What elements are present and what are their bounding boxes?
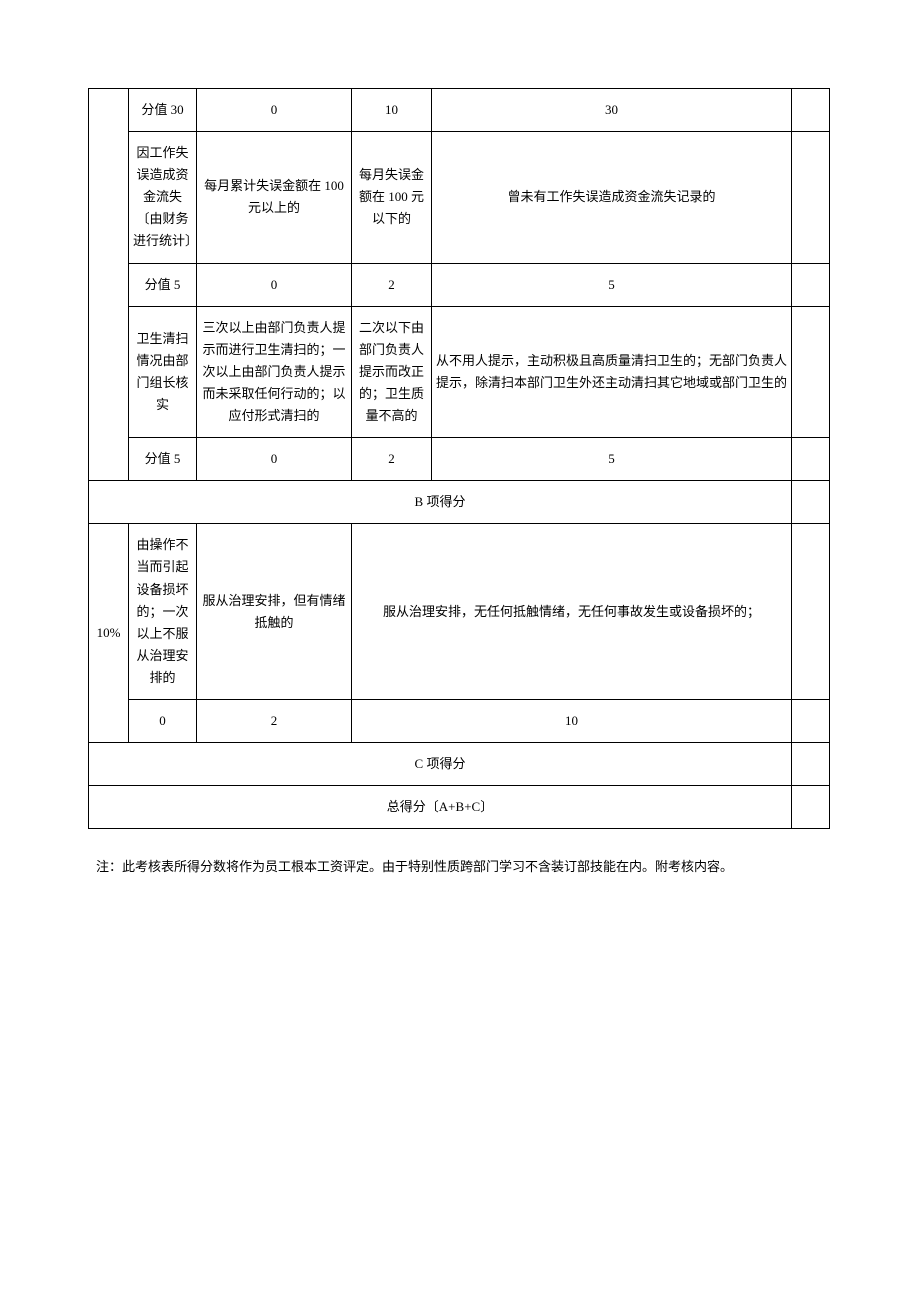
score-cell	[792, 438, 830, 481]
level1-cell: 0	[197, 438, 352, 481]
section-b-score-row: B 项得分	[89, 481, 830, 524]
level3-cell: 服从治理安排，无任何抵触情绪，无任何事故发生或设备损坏的；	[352, 524, 792, 700]
percent-cell: 10%	[89, 524, 129, 743]
level1-cell: 每月累计失误金额在 100 元以上的	[197, 132, 352, 263]
total-score-row: 总得分〔A+B+C〕	[89, 786, 830, 829]
desc-cell: 卫生清扫情况由部门组长核实	[129, 306, 197, 437]
score-cell	[792, 89, 830, 132]
assessment-table: 分值 30 0 10 30 因工作失误造成资金流失〔由财务进行统计〕 每月累计失…	[88, 88, 830, 829]
table-row: 因工作失误造成资金流失〔由财务进行统计〕 每月累计失误金额在 100 元以上的 …	[89, 132, 830, 263]
percent-cell	[89, 89, 129, 481]
section-label: C 项得分	[89, 743, 792, 786]
level3-cell: 5	[432, 438, 792, 481]
desc-cell: 0	[129, 699, 197, 742]
score-cell	[792, 132, 830, 263]
level2-cell: 每月失误金额在 100 元以下的	[352, 132, 432, 263]
desc-cell: 因工作失误造成资金流失〔由财务进行统计〕	[129, 132, 197, 263]
section-c-score-row: C 项得分	[89, 743, 830, 786]
table-row: 卫生清扫情况由部门组长核实 三次以上由部门负责人提示而进行卫生清扫的；一次以上由…	[89, 306, 830, 437]
table-row: 分值 5 0 2 5	[89, 263, 830, 306]
section-label: B 项得分	[89, 481, 792, 524]
score-cell	[792, 481, 830, 524]
level3-cell: 5	[432, 263, 792, 306]
score-cell	[792, 786, 830, 829]
score-cell	[792, 263, 830, 306]
level2-cell: 2	[352, 438, 432, 481]
level1-cell: 服从治理安排，但有情绪抵触的	[197, 524, 352, 700]
level3-cell: 曾未有工作失误造成资金流失记录的	[432, 132, 792, 263]
level3-cell: 从不用人提示，主动积极且高质量清扫卫生的；无部门负责人提示，除清扫本部门卫生外还…	[432, 306, 792, 437]
table-row: 分值 30 0 10 30	[89, 89, 830, 132]
score-cell	[792, 743, 830, 786]
level1-cell: 2	[197, 699, 352, 742]
table-row: 分值 5 0 2 5	[89, 438, 830, 481]
level2-cell: 2	[352, 263, 432, 306]
desc-cell: 分值 5	[129, 438, 197, 481]
score-cell	[792, 524, 830, 700]
level2-cell: 10	[352, 89, 432, 132]
footnote: 注：此考核表所得分数将作为员工根本工资评定。由于特别性质跨部门学习不含装订部技能…	[88, 857, 830, 878]
level1-cell: 0	[197, 263, 352, 306]
desc-cell: 分值 30	[129, 89, 197, 132]
table-row: 10% 由操作不当而引起设备损坏的；一次以上不服从治理安排的 服从治理安排，但有…	[89, 524, 830, 700]
section-label: 总得分〔A+B+C〕	[89, 786, 792, 829]
score-cell	[792, 306, 830, 437]
level3-cell: 30	[432, 89, 792, 132]
level2-cell: 二次以下由部门负责人提示而改正的；卫生质量不高的	[352, 306, 432, 437]
score-cell	[792, 699, 830, 742]
level1-cell: 三次以上由部门负责人提示而进行卫生清扫的；一次以上由部门负责人提示而未采取任何行…	[197, 306, 352, 437]
desc-cell: 分值 5	[129, 263, 197, 306]
level3-cell: 10	[352, 699, 792, 742]
table-row: 0 2 10	[89, 699, 830, 742]
desc-cell: 由操作不当而引起设备损坏的；一次以上不服从治理安排的	[129, 524, 197, 700]
level1-cell: 0	[197, 89, 352, 132]
